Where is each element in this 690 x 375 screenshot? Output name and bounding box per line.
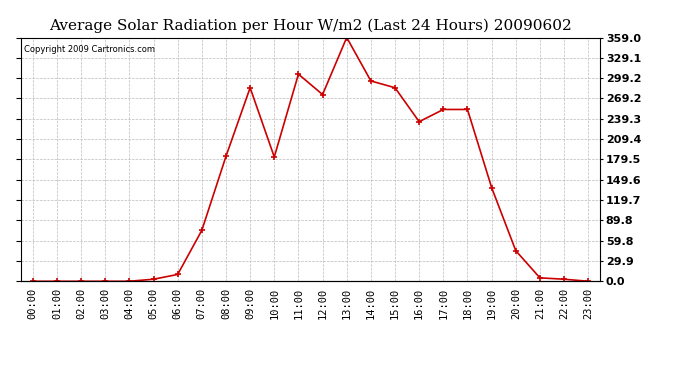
Text: Average Solar Radiation per Hour W/m2 (Last 24 Hours) 20090602: Average Solar Radiation per Hour W/m2 (L… [49, 19, 572, 33]
Text: Copyright 2009 Cartronics.com: Copyright 2009 Cartronics.com [23, 45, 155, 54]
